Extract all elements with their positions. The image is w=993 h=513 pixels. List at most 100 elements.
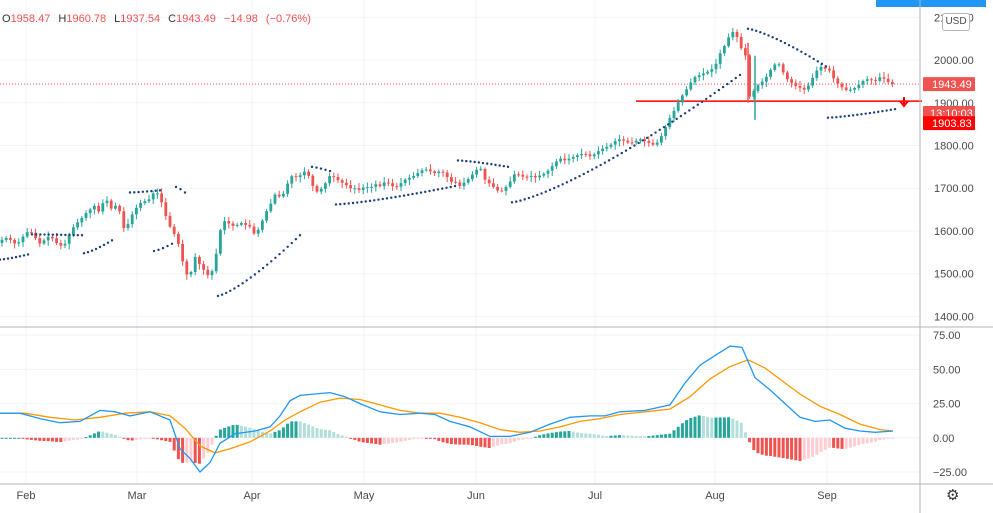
histogram-bar (265, 432, 269, 438)
sar-dot (428, 189, 431, 193)
candle-body (870, 79, 873, 81)
sar-dot (515, 200, 518, 203)
sar-dot (152, 249, 156, 253)
sar-dot (161, 246, 165, 250)
histogram-bar (848, 437, 852, 448)
candle-body (723, 46, 726, 54)
histogram-bar (340, 435, 344, 438)
sar-dot (830, 116, 834, 119)
candle-body (597, 151, 600, 155)
histogram-bar (126, 437, 130, 441)
histogram-bar (235, 424, 239, 438)
histogram-bar (374, 437, 378, 445)
sar-dot (787, 43, 791, 47)
sar-dot (133, 191, 136, 194)
histogram-bar (613, 435, 617, 438)
candle-body (483, 168, 487, 180)
candle-body (38, 238, 42, 244)
candle-body (198, 256, 201, 265)
histogram-bar (46, 437, 50, 442)
sar-dot (709, 94, 712, 98)
sar-dot (839, 115, 842, 118)
candle-body (840, 83, 844, 88)
line-price-label: 1903.83 (932, 118, 972, 130)
macd-histogram (0, 415, 894, 464)
macd-line (0, 345, 894, 473)
sar-dot (183, 191, 187, 194)
histogram-bar (500, 437, 504, 445)
histogram-bar (109, 433, 113, 438)
histogram-bar (441, 437, 445, 443)
sar-dot (667, 123, 670, 126)
sar-dot (2, 257, 6, 261)
sar-dot (225, 291, 228, 295)
close-value: C1943.49 (168, 13, 216, 25)
histogram-bar (487, 437, 491, 448)
sar-dot (856, 113, 859, 116)
sar-dot (860, 113, 863, 116)
candle-body (202, 264, 205, 270)
price-tick-label: 2000.00 (934, 55, 974, 67)
sar-dot (540, 192, 543, 195)
histogram-bar (231, 425, 235, 438)
currency-button[interactable]: USD (942, 13, 970, 31)
histogram-bar (302, 423, 306, 438)
candle-body (437, 171, 441, 174)
sar-dot (424, 190, 427, 194)
price-tick-label: 1700.00 (934, 183, 974, 195)
candle-body (790, 79, 793, 83)
sar-dot (261, 266, 265, 270)
change-value: −14.98 (223, 13, 258, 25)
histogram-bar (731, 418, 735, 438)
histogram-bar (210, 437, 214, 445)
histogram-bar (248, 427, 252, 438)
histogram-bar (764, 437, 768, 456)
histogram-bar (655, 435, 659, 438)
histogram-bar (273, 431, 277, 438)
price-labels: 1943.49 13:10:03 1903.83 (899, 77, 975, 131)
histogram-bar (361, 437, 365, 443)
histogram-bar (403, 437, 407, 441)
sar-dot (658, 128, 661, 132)
histogram-bar (134, 437, 138, 440)
sar-dot (22, 254, 26, 257)
histogram-bar (420, 437, 424, 439)
candle-body (861, 80, 865, 85)
candle-body (458, 182, 462, 186)
candle-body (244, 223, 247, 225)
histogram-bar (567, 431, 571, 438)
gear-icon[interactable]: ⚙ (946, 487, 960, 504)
candle-body (177, 233, 180, 244)
sar-dot (746, 27, 750, 31)
sar-dot (110, 239, 114, 242)
candle-body (332, 176, 336, 178)
candle-body (693, 77, 697, 83)
histogram-bar (664, 434, 668, 438)
candle-body (744, 48, 747, 56)
candle-body (55, 238, 58, 244)
candle-body (290, 176, 294, 184)
sar-dot (561, 183, 564, 186)
sar-dot (411, 192, 414, 196)
price-tick-label: 1500.00 (934, 269, 974, 281)
candle-body (240, 223, 243, 225)
histogram-bar (542, 434, 546, 438)
candle-body (769, 69, 772, 77)
sar-dot (286, 245, 289, 249)
candle-body (382, 182, 386, 187)
sar-dot (315, 166, 318, 169)
candle-body (815, 70, 819, 78)
candle-body (277, 194, 281, 197)
sar-dot (763, 32, 766, 35)
histogram-bar (638, 436, 642, 438)
histogram-bar (395, 437, 399, 443)
histogram-bar (462, 437, 466, 445)
candle-body (639, 139, 642, 141)
candle-body (689, 82, 693, 90)
sar-dot (456, 159, 460, 162)
candle-body (857, 84, 861, 88)
candle-body (189, 272, 193, 275)
time-tick-label: Jun (467, 490, 485, 502)
histogram-bar (50, 437, 54, 442)
